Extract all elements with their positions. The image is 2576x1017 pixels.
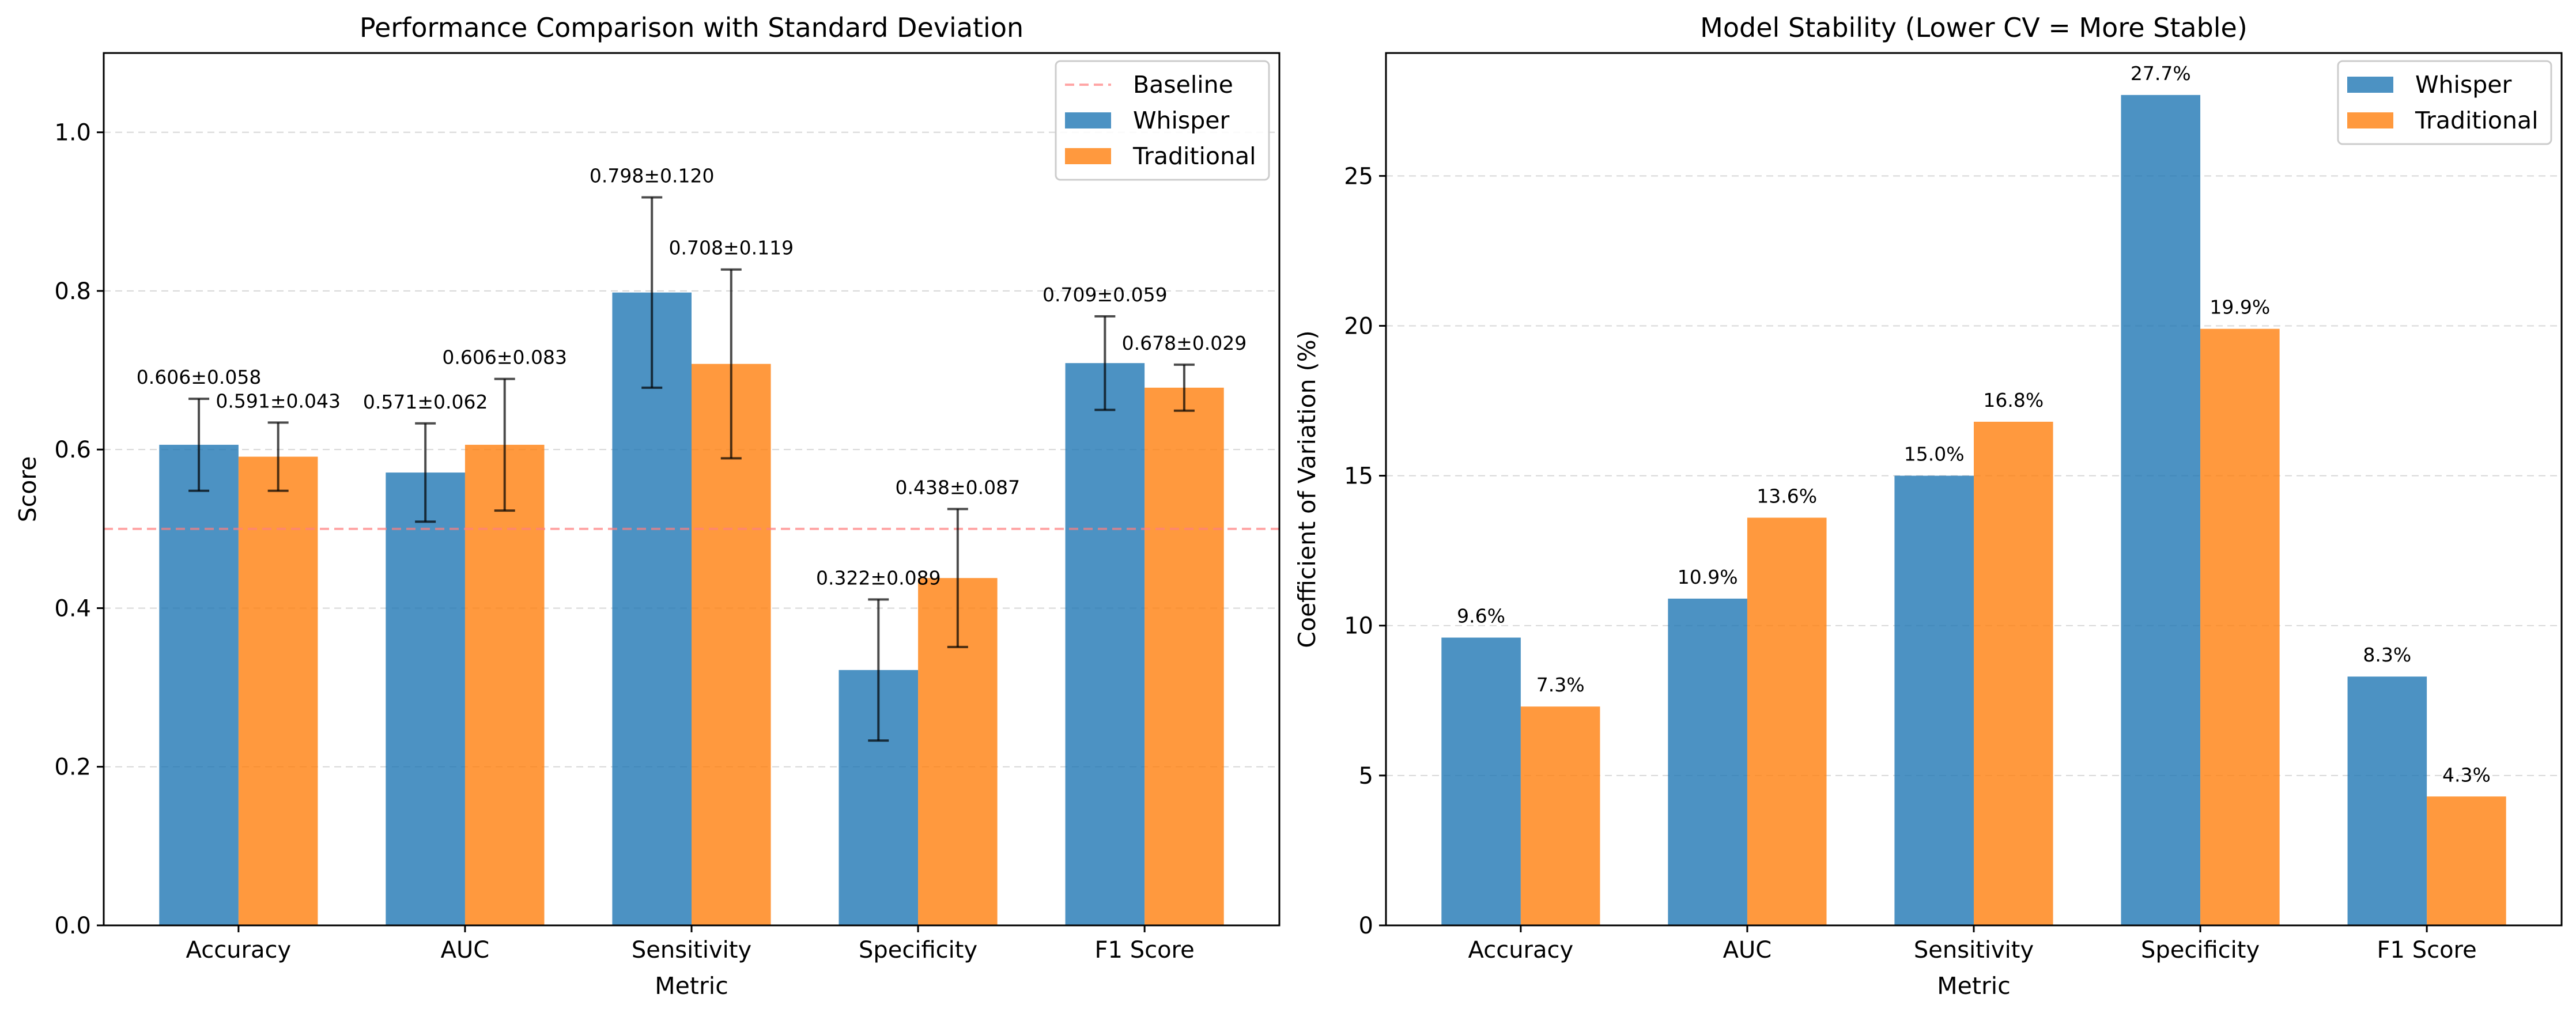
data-label-whisper-f1-score: 8.3%	[2363, 644, 2411, 666]
stability-x-axis-label: Metric	[1937, 972, 2010, 1000]
y-tick-label: 0.8	[54, 278, 91, 305]
stability-chart-title: Model Stability (Lower CV = More Stable)	[1700, 12, 2248, 43]
bar-whisper-accuracy	[159, 444, 239, 925]
data-label-traditional-auc: 0.606±0.083	[442, 346, 567, 369]
performance-x-axis-label: Metric	[655, 972, 728, 1000]
data-label-whisper-specificity: 27.7%	[2131, 62, 2191, 85]
performance-y-axis: 0.0 0.2 0.4 0.6 0.8 1.0	[54, 120, 104, 939]
performance-error-bars	[188, 196, 1195, 742]
data-label-whisper-auc: 0.571±0.062	[363, 391, 488, 413]
data-label-whisper-auc: 10.9%	[1678, 566, 1738, 588]
y-tick-label: 0.6	[54, 437, 91, 463]
y-tick-label: 0.0	[54, 913, 91, 939]
stability-chart: 9.6% 10.9% 15.0% 27.7% 8.3% 7.3% 13.6% 16.8% 19.…	[1293, 12, 2563, 1000]
bar-traditional-f1-score	[2427, 796, 2506, 925]
data-label-traditional-f1-score: 4.3%	[2442, 763, 2491, 786]
data-label-whisper-sensitivity: 0.798±0.120	[590, 164, 715, 187]
bar-whisper-accuracy	[1441, 637, 1521, 925]
legend-label-traditional: Traditional	[1132, 142, 1256, 170]
performance-data-labels: 0.606±0.058 0.571±0.062 0.798±0.120 0.322±0…	[137, 164, 1247, 589]
bar-traditional-specificity	[2200, 328, 2280, 926]
legend-label-whisper: Whisper	[1133, 107, 1230, 134]
stability-bars	[1441, 94, 2506, 926]
stability-y-axis: 0 5 10 15 20 25	[1344, 163, 1386, 939]
bar-whisper-sensitivity	[1894, 475, 1974, 925]
stability-legend: Whisper Traditional	[2337, 60, 2552, 145]
data-label-whisper-accuracy: 9.6%	[1457, 605, 1505, 627]
performance-legend: Baseline Whisper Traditional	[1055, 60, 1270, 181]
y-tick-label: 25	[1344, 163, 1373, 190]
bar-traditional-f1-score	[1145, 387, 1224, 925]
bar-traditional-auc	[1747, 517, 1827, 925]
bar-whisper-auc	[386, 472, 465, 925]
x-tick-label-accuracy: Accuracy	[1468, 937, 1574, 963]
stability-x-axis: Accuracy AUC Sensitivity Specificity F1 Scor…	[1468, 925, 2477, 963]
x-tick-label-auc: AUC	[1723, 937, 1772, 963]
y-tick-label: 1.0	[54, 120, 91, 146]
performance-x-axis: Accuracy AUC Sensitivity Specificity F1 Scor…	[186, 925, 1195, 963]
legend-whisper-swatch	[1065, 112, 1111, 128]
stability-y-axis-label: Coefficient of Variation (%)	[1293, 330, 1321, 648]
data-label-traditional-f1-score: 0.678±0.029	[1122, 332, 1247, 354]
performance-bars	[159, 292, 1224, 925]
performance-chart-title: Performance Comparison with Standard Dev…	[360, 12, 1023, 43]
x-tick-label-accuracy: Accuracy	[186, 937, 292, 963]
y-tick-label: 0	[1359, 913, 1373, 939]
bar-traditional-sensitivity	[1974, 421, 2053, 925]
x-tick-label-sensitivity: Sensitivity	[1914, 937, 2034, 963]
bar-traditional-accuracy	[238, 456, 318, 925]
x-tick-label-specificity: Specificity	[2141, 937, 2260, 963]
stability-data-labels: 9.6% 10.9% 15.0% 27.7% 8.3% 7.3% 13.6% 16.8% 19.…	[1457, 62, 2491, 786]
data-label-whisper-f1-score: 0.709±0.059	[1043, 283, 1168, 306]
bar-whisper-f1-score	[2347, 676, 2427, 925]
data-label-traditional-specificity: 19.9%	[2209, 296, 2270, 319]
performance-y-axis-label: Score	[14, 456, 41, 523]
bar-traditional-accuracy	[1520, 706, 1600, 925]
y-tick-label: 15	[1344, 463, 1373, 490]
y-tick-label: 10	[1344, 613, 1373, 640]
x-tick-label-specificity: Specificity	[859, 937, 977, 963]
x-tick-label-auc: AUC	[441, 937, 490, 963]
y-tick-label: 0.4	[54, 595, 91, 622]
data-label-whisper-specificity: 0.322±0.089	[816, 566, 941, 589]
legend-label-whisper: Whisper	[2415, 71, 2512, 99]
y-tick-label: 5	[1359, 763, 1373, 789]
x-tick-label-f1-score: F1 Score	[2377, 937, 2477, 963]
data-label-traditional-auc: 13.6%	[1757, 485, 1817, 507]
legend-traditional-swatch	[2347, 112, 2393, 128]
x-tick-label-sensitivity: Sensitivity	[632, 937, 751, 963]
y-tick-label: 0.2	[54, 754, 91, 781]
y-tick-label: 20	[1344, 313, 1373, 339]
legend-label-traditional: Traditional	[2415, 107, 2538, 134]
bar-whisper-sensitivity	[612, 292, 692, 925]
x-tick-label-f1-score: F1 Score	[1095, 937, 1195, 963]
legend-whisper-swatch	[2347, 77, 2393, 93]
bar-whisper-f1-score	[1065, 363, 1145, 925]
bar-traditional-auc	[464, 444, 545, 925]
data-label-whisper-sensitivity: 15.0%	[1904, 443, 1965, 466]
data-label-traditional-accuracy: 7.3%	[1536, 674, 1585, 696]
legend-label-baseline: Baseline	[1133, 71, 1233, 99]
legend-traditional-swatch	[1065, 148, 1111, 164]
performance-chart: 0.606±0.058 0.571±0.062 0.798±0.120 0.322±0…	[14, 12, 1281, 1000]
data-label-traditional-specificity: 0.438±0.087	[896, 476, 1021, 498]
data-label-traditional-accuracy: 0.591±0.043	[216, 390, 341, 412]
data-label-whisper-accuracy: 0.606±0.058	[137, 366, 262, 388]
bar-whisper-auc	[1668, 598, 1747, 925]
bar-whisper-specificity	[2121, 94, 2201, 925]
data-label-traditional-sensitivity: 16.8%	[1983, 389, 2044, 411]
data-label-traditional-sensitivity: 0.708±0.119	[668, 237, 794, 259]
